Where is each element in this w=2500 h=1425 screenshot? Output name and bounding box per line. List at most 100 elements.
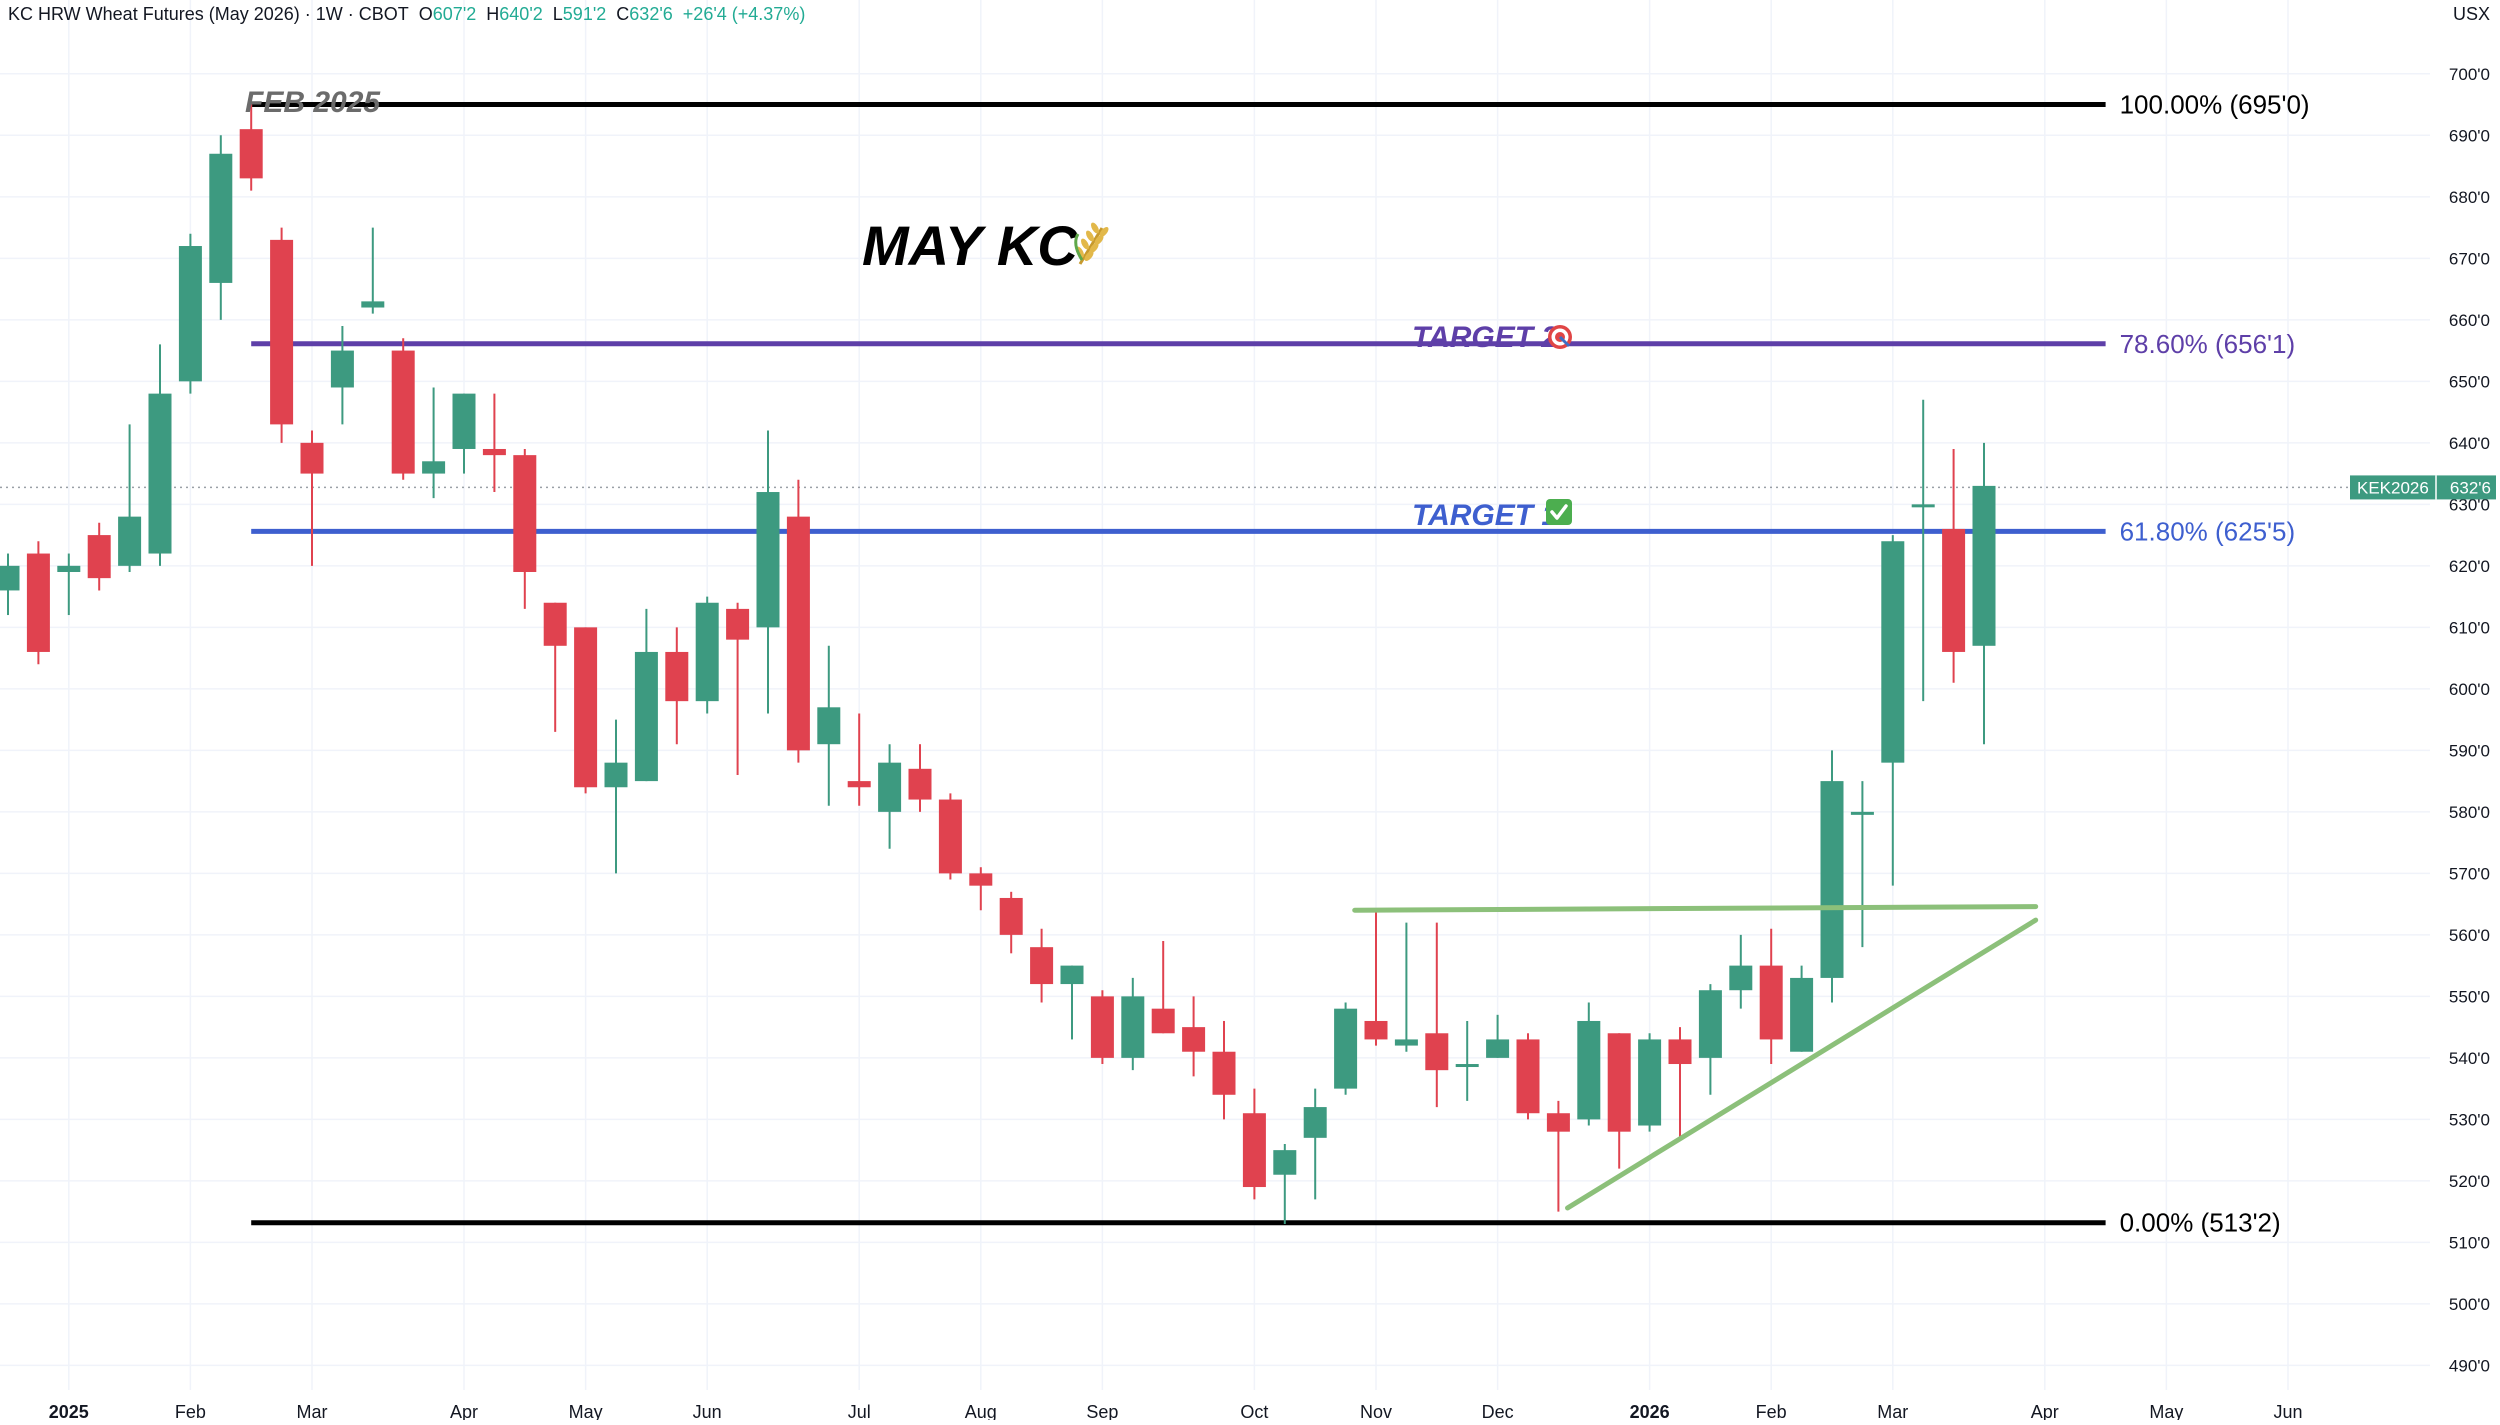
- candle-body: [1972, 485, 1996, 646]
- candle-body: [604, 762, 628, 788]
- x-tick-label: Feb: [1756, 1402, 1787, 1420]
- fib-100-label: 100.00% (695'0): [2120, 90, 2310, 120]
- candle-body: [756, 492, 780, 628]
- candle-body: [786, 516, 810, 751]
- candle-body: [938, 799, 962, 874]
- check-mark: [1550, 504, 1568, 520]
- candle-body: [1394, 1039, 1418, 1046]
- support-line: [1565, 917, 2039, 1211]
- x-tick-label: Sep: [1086, 1402, 1118, 1420]
- candle-body: [574, 627, 598, 788]
- y-tick-label: 680'0: [2449, 188, 2490, 207]
- candle-body: [1850, 811, 1874, 815]
- candle-body: [1759, 965, 1783, 1040]
- candle-body: [1242, 1113, 1266, 1188]
- candle-body: [1486, 1039, 1510, 1058]
- candle-body: [847, 781, 871, 788]
- wheat-grain: [1099, 227, 1109, 237]
- x-tick-label: Jun: [2273, 1402, 2302, 1420]
- wheat-grain: [1086, 230, 1094, 242]
- target-1-label: TARGET 1: [1412, 499, 1558, 532]
- candle-body: [1425, 1033, 1449, 1071]
- candle-body: [878, 762, 902, 812]
- wheat-grain: [1091, 222, 1099, 234]
- check-icon: [1546, 499, 1572, 525]
- y-tick-label: 600'0: [2449, 680, 2490, 699]
- candle-body: [1790, 977, 1814, 1052]
- x-tick-label: Aug: [965, 1402, 997, 1420]
- high-value: 640'2: [499, 4, 543, 24]
- candle-body: [57, 565, 81, 572]
- candle-body: [726, 608, 750, 640]
- y-tick-label: 510'0: [2449, 1233, 2490, 1252]
- high-label: H: [486, 4, 500, 24]
- resistance-line: [1352, 904, 2039, 913]
- candle-body: [1881, 541, 1905, 763]
- candle-body: [422, 461, 446, 474]
- wheat-stem: [1078, 227, 1104, 265]
- y-tick-label: 560'0: [2449, 926, 2490, 945]
- x-tick-label: Mar: [297, 1402, 328, 1420]
- candle-body: [300, 442, 324, 474]
- candle-body: [87, 535, 111, 579]
- candle-body: [26, 553, 50, 652]
- candle-body: [330, 350, 354, 388]
- candle-body: [1911, 504, 1935, 508]
- candle-body: [1607, 1033, 1631, 1132]
- candle-body: [908, 768, 932, 800]
- close-value: 632'6: [629, 4, 673, 24]
- candle-body: [482, 448, 506, 456]
- candle-body: [1577, 1020, 1601, 1120]
- candle-body: [1668, 1039, 1692, 1065]
- candle-body: [1060, 965, 1084, 985]
- x-tick-label: Apr: [450, 1402, 478, 1420]
- x-tick-label: Mar: [1877, 1402, 1908, 1420]
- y-tick-label: 520'0: [2449, 1172, 2490, 1191]
- candle-body: [1212, 1051, 1236, 1095]
- y-tick-label: 530'0: [2449, 1110, 2490, 1129]
- chart-title: MAY KC: [862, 214, 1079, 277]
- y-tick-label: 700'0: [2449, 65, 2490, 84]
- candle-body: [1334, 1008, 1358, 1089]
- y-tick-label: 640'0: [2449, 434, 2490, 453]
- candle-body: [1121, 996, 1145, 1058]
- price-tag-bg: [2350, 475, 2496, 500]
- candle-body: [361, 301, 385, 308]
- y-tick-label: 610'0: [2449, 618, 2490, 637]
- x-tick-label: Dec: [1482, 1402, 1514, 1420]
- candle-body: [209, 153, 233, 283]
- y-tick-label: 650'0: [2449, 372, 2490, 391]
- candle-body: [1638, 1039, 1662, 1126]
- x-tick-label: May: [569, 1402, 603, 1420]
- y-tick-label: 540'0: [2449, 1049, 2490, 1068]
- candle-body: [1729, 965, 1753, 991]
- y-tick-label: 580'0: [2449, 803, 2490, 822]
- x-tick-label: Oct: [1240, 1402, 1268, 1420]
- candle-body: [1455, 1064, 1479, 1068]
- candle-body: [1303, 1107, 1327, 1138]
- candle-body: [1698, 990, 1722, 1058]
- chart-header: KC HRW Wheat Futures (May 2026) · 1W · C…: [8, 4, 805, 25]
- candle-body: [1942, 528, 1966, 652]
- candle-body: [178, 246, 202, 382]
- candle-body: [1364, 1020, 1388, 1040]
- fib-786-label: 78.60% (656'1): [2120, 329, 2296, 359]
- y-tick-label: 500'0: [2449, 1295, 2490, 1314]
- y-tick-label: 590'0: [2449, 741, 2490, 760]
- target-2-label: TARGET 2: [1412, 321, 1558, 354]
- candle-body: [513, 455, 537, 572]
- currency-label: USX: [2452, 4, 2490, 24]
- candle-body: [695, 602, 719, 702]
- check-box: [1546, 499, 1572, 525]
- low-label: L: [552, 4, 563, 24]
- close-label: C: [616, 4, 630, 24]
- candle-body: [0, 565, 20, 591]
- x-tick-label: Feb: [175, 1402, 206, 1420]
- open-value: 607'2: [432, 4, 477, 24]
- price-tag-symbol: KEK2026: [2357, 478, 2429, 497]
- y-tick-label: 660'0: [2449, 311, 2490, 330]
- y-tick-label: 670'0: [2449, 249, 2490, 268]
- candle-body: [1151, 1008, 1175, 1034]
